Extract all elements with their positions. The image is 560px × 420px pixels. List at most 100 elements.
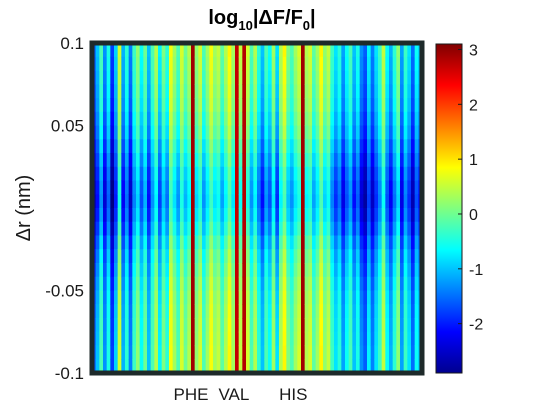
heatmap-cell: [202, 84, 207, 99]
heatmap-cell: [345, 194, 350, 209]
heatmap-cell: [110, 208, 115, 223]
heatmap-cell: [220, 180, 225, 195]
heatmap-cell: [385, 345, 390, 360]
heatmap-cell: [293, 70, 298, 85]
heatmap-cell: [191, 98, 196, 113]
heatmap-cell: [238, 221, 243, 237]
heatmap-cell: [271, 125, 276, 140]
heatmap-cell: [191, 139, 196, 154]
heatmap-cell: [319, 263, 324, 278]
heatmap-cell: [180, 249, 185, 264]
heatmap-cell: [99, 249, 104, 264]
heatmap-cell: [334, 276, 339, 292]
heatmap-cell: [147, 359, 152, 374]
heatmap-cell: [180, 345, 185, 360]
heatmap-cell: [216, 345, 221, 360]
heatmap-cell: [209, 56, 214, 72]
heatmap-cell: [143, 249, 148, 264]
heatmap-cell: [385, 235, 390, 250]
heatmap-cell: [374, 43, 379, 58]
heatmap-cell: [176, 125, 181, 140]
heatmap-cell: [363, 331, 368, 347]
heatmap-cell: [352, 84, 357, 99]
heatmap-cell: [297, 43, 302, 58]
heatmap-cell: [293, 345, 298, 360]
heatmap-cell: [381, 139, 386, 154]
heatmap-cell: [286, 263, 291, 278]
heatmap-cell: [385, 276, 390, 292]
heatmap-cell: [400, 84, 405, 99]
heatmap-cell: [150, 359, 155, 374]
heatmap-cell: [235, 208, 240, 223]
heatmap-cell: [407, 304, 412, 319]
heatmap-cell: [205, 345, 210, 360]
heatmap-cell: [312, 318, 317, 333]
heatmap-cell: [231, 56, 236, 72]
heatmap-cell: [312, 98, 317, 113]
heatmap-cell: [216, 166, 221, 182]
heatmap-cell: [180, 290, 185, 305]
heatmap-cell: [202, 208, 207, 223]
colorbar-tick-label: -1: [469, 262, 483, 279]
heatmap-cell: [242, 180, 247, 195]
y-tick-labels: 0.10.05-0.05-0.1: [45, 34, 84, 383]
heatmap-cell: [220, 166, 225, 182]
heatmap-cell: [345, 84, 350, 99]
heatmap-cell: [161, 98, 166, 113]
heatmap-cell: [216, 180, 221, 195]
heatmap-cell: [286, 304, 291, 319]
heatmap-cell: [231, 331, 236, 347]
heatmap-cell: [235, 345, 240, 360]
heatmap-cell: [315, 359, 320, 374]
heatmap-cell: [279, 43, 284, 58]
heatmap-cell: [326, 263, 331, 278]
heatmap-cell: [187, 208, 192, 223]
heatmap-cell: [356, 56, 361, 72]
heatmap-cell: [231, 98, 236, 113]
heatmap-cell: [213, 153, 218, 168]
heatmap-cell: [128, 56, 133, 72]
heatmap-cell: [337, 235, 342, 250]
heatmap-cell: [330, 194, 335, 209]
heatmap-cell: [220, 98, 225, 113]
heatmap-cell: [392, 194, 397, 209]
heatmap-cell: [275, 98, 280, 113]
heatmap-cell: [334, 125, 339, 140]
heatmap-cell: [275, 331, 280, 347]
heatmap-cell: [183, 56, 188, 72]
y-tick-label: -0.05: [45, 282, 84, 301]
heatmap-cell: [242, 249, 247, 264]
heatmap-cell: [392, 111, 397, 127]
heatmap-cell: [345, 331, 350, 347]
heatmap-cell: [114, 194, 119, 209]
heatmap-cell: [235, 139, 240, 154]
heatmap-cell: [275, 359, 280, 374]
heatmap-cell: [235, 153, 240, 168]
heatmap-cell: [121, 276, 126, 292]
heatmap-cell: [359, 249, 364, 264]
heatmap-cell: [271, 166, 276, 182]
heatmap-cell: [304, 125, 309, 140]
heatmap-cell: [411, 318, 416, 333]
heatmap-cell: [147, 235, 152, 250]
heatmap-cell: [106, 153, 111, 168]
heatmap-cell: [117, 359, 122, 374]
heatmap-cell: [161, 290, 166, 305]
heatmap-cell: [202, 318, 207, 333]
heatmap-cell: [95, 235, 100, 250]
heatmap-cell: [282, 249, 287, 264]
heatmap-cell: [260, 304, 265, 319]
heatmap-cell: [381, 263, 386, 278]
heatmap-cell: [374, 208, 379, 223]
heatmap-cell: [374, 276, 379, 292]
heatmap-cell: [169, 208, 174, 223]
heatmap-cell: [392, 166, 397, 182]
heatmap-cell: [374, 139, 379, 154]
heatmap-cell: [301, 153, 306, 168]
heatmap-cell: [389, 235, 394, 250]
heatmap-cell: [334, 84, 339, 99]
heatmap-cell: [117, 125, 122, 140]
heatmap-cell: [367, 180, 372, 195]
heatmap-cell: [165, 194, 170, 209]
heatmap-cell: [136, 235, 141, 250]
